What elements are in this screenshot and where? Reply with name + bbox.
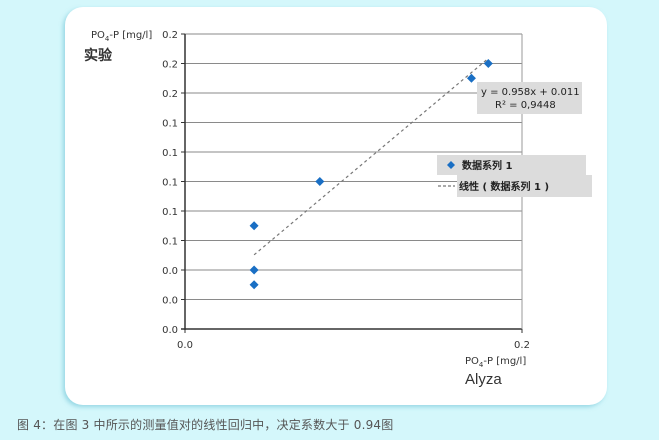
y-tick-label: 0.2 — [162, 89, 178, 100]
y-tick-label: 0.2 — [162, 60, 178, 71]
figure-caption: 图 4：在图 3 中所示的测量值对的线性回归中，决定系数大于 0.94图 — [17, 418, 394, 432]
y-tick-label: 0.2 — [162, 30, 178, 41]
y-axis-ticks: 0.0 0.0 0.0 0.1 0.1 0.1 0.1 0.1 0.2 0.2 0.2 — [162, 30, 185, 336]
y-tick-label: 0.1 — [162, 178, 178, 189]
chart-card: 0.0 0.0 0.0 0.1 0.1 0.1 0.1 0.1 0.2 0.2 0.2 PO4-P … — [65, 7, 607, 405]
y-tick-label: 0.0 — [162, 296, 178, 307]
x-axis-brand: Alyza — [465, 371, 502, 388]
legend-box-series — [437, 155, 586, 175]
data-point — [483, 59, 493, 68]
data-point — [249, 280, 259, 290]
y-tick-label: 0.0 — [162, 325, 178, 336]
gridlines — [185, 33, 522, 300]
legend-box-trend — [457, 175, 592, 197]
y-tick-label: 0.1 — [162, 207, 178, 218]
data-point — [249, 221, 259, 231]
data-point — [466, 73, 476, 83]
equation-box — [477, 82, 582, 114]
x-axis-title: PO4-P [mg/l] — [465, 356, 526, 369]
data-point — [315, 177, 325, 186]
x-tick-1: 0.2 — [514, 340, 530, 351]
y-axis-label-cn: 实验 — [84, 47, 113, 64]
y-tick-label: 0.1 — [162, 237, 178, 248]
data-points — [249, 59, 493, 290]
y-tick-label: 0.0 — [162, 266, 178, 277]
y-axis-title: PO4-P [mg/l] — [91, 30, 152, 43]
y-tick-label: 0.1 — [162, 148, 178, 159]
r-squared: R² = 0,9448 — [495, 100, 556, 111]
legend-diamond-icon — [447, 161, 455, 169]
scatter-chart: 0.0 0.0 0.0 0.1 0.1 0.1 0.1 0.1 0.2 0.2 0.2 PO4-P … — [84, 30, 592, 388]
data-point — [249, 265, 259, 275]
trend-equation: y = 0.958x + 0.011 — [481, 87, 580, 98]
y-tick-label: 0.1 — [162, 119, 178, 130]
legend-series-label[interactable]: 数据系列 1 — [462, 159, 512, 172]
legend-trend-label[interactable]: 线性 ( 数据系列 1 ) — [459, 180, 549, 193]
x-tick-0: 0.0 — [177, 340, 193, 351]
trendline — [253, 57, 489, 256]
